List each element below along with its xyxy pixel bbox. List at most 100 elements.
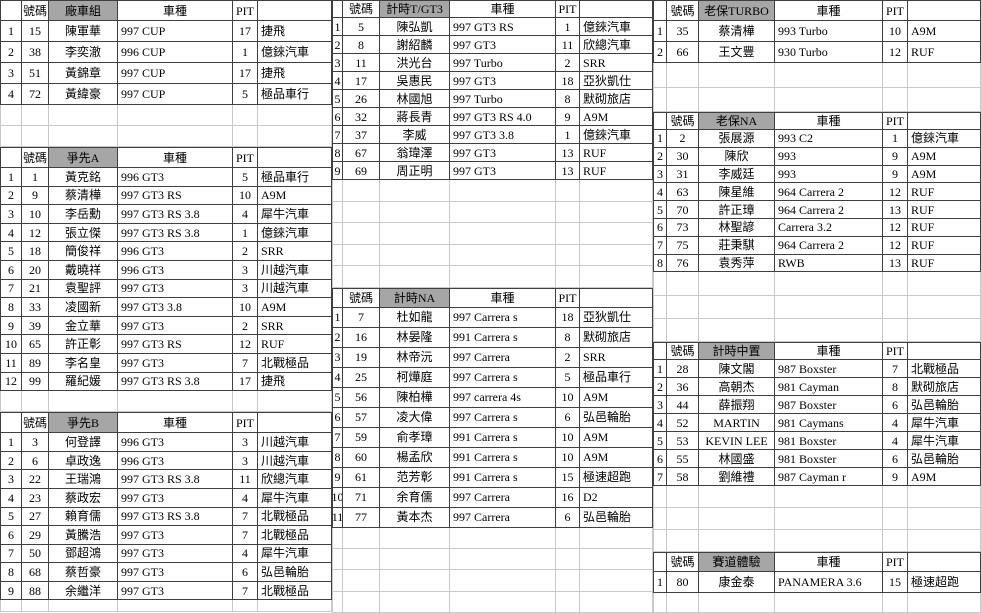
- row-index-cell[interactable]: 1: [0, 21, 22, 42]
- pit-cell[interactable]: 7: [233, 353, 258, 373]
- driver-name-cell[interactable]: 余育儒: [380, 487, 450, 508]
- empty-cell[interactable]: [233, 391, 258, 413]
- empty-cell[interactable]: [775, 593, 883, 613]
- row-index-cell[interactable]: 7: [653, 468, 667, 487]
- row-index-cell[interactable]: 6: [653, 218, 667, 237]
- team-cell[interactable]: 捷飛: [258, 21, 332, 42]
- empty-cell[interactable]: [908, 593, 981, 613]
- row-index-cell[interactable]: 4: [0, 488, 22, 508]
- car-model-header[interactable]: 車種: [450, 0, 556, 18]
- pit-cell[interactable]: 3: [233, 451, 258, 471]
- row-index-cell[interactable]: 1: [653, 360, 667, 379]
- row-index-cell[interactable]: 6: [332, 407, 343, 428]
- empty-cell[interactable]: [0, 391, 22, 413]
- car-number-cell[interactable]: 6: [22, 451, 49, 471]
- empty-cell[interactable]: [332, 223, 343, 245]
- row-index-cell[interactable]: 1: [653, 130, 667, 148]
- car-model-cell[interactable]: 997 CUP: [118, 84, 233, 105]
- empty-cell[interactable]: [0, 600, 22, 613]
- pit-cell[interactable]: 4: [883, 432, 908, 451]
- empty-cell[interactable]: [908, 272, 981, 296]
- team-cell[interactable]: D2: [580, 487, 653, 508]
- car-number-cell[interactable]: 55: [667, 450, 699, 469]
- car-number-cell[interactable]: 70: [667, 201, 699, 219]
- car-number-cell[interactable]: 99: [22, 372, 49, 392]
- team-cell[interactable]: A9M: [580, 108, 653, 126]
- group-header[interactable]: 賽道體驗: [699, 552, 775, 573]
- empty-cell[interactable]: [908, 87, 981, 112]
- car-number-cell[interactable]: 17: [343, 72, 380, 90]
- row-index-cell[interactable]: 8: [332, 144, 343, 162]
- car-model-cell[interactable]: 981 Boxster: [775, 450, 883, 469]
- team-cell[interactable]: 捷飛: [258, 372, 332, 392]
- pit-cell[interactable]: 4: [233, 488, 258, 508]
- pit-cell[interactable]: 10: [556, 447, 580, 468]
- team-cell[interactable]: A9M: [908, 468, 981, 487]
- driver-name-cell[interactable]: 陳弘凱: [380, 18, 450, 36]
- group-header[interactable]: 計時中置: [699, 342, 775, 361]
- pit-cell[interactable]: 16: [556, 487, 580, 508]
- empty-cell[interactable]: [653, 295, 667, 319]
- driver-name-cell[interactable]: 高朝杰: [699, 378, 775, 397]
- empty-cell[interactable]: [883, 63, 908, 88]
- team-header-blank[interactable]: [908, 112, 981, 130]
- driver-name-cell[interactable]: 謝紹麟: [380, 36, 450, 54]
- pit-cell[interactable]: 7: [883, 360, 908, 379]
- car-number-cell[interactable]: 7: [343, 307, 380, 328]
- driver-name-cell[interactable]: 羅紀媛: [49, 372, 118, 392]
- number-header[interactable]: 號碼: [667, 342, 699, 361]
- empty-cell[interactable]: [556, 549, 580, 571]
- empty-cell[interactable]: [883, 486, 908, 509]
- team-cell[interactable]: 極品車行: [258, 168, 332, 187]
- car-number-cell[interactable]: 8: [343, 36, 380, 54]
- driver-name-cell[interactable]: 許正彰: [49, 335, 118, 354]
- empty-cell[interactable]: [580, 591, 653, 613]
- row-index-cell[interactable]: 2: [653, 378, 667, 397]
- row-index-cell[interactable]: 3: [332, 54, 343, 72]
- empty-cell[interactable]: [908, 530, 981, 553]
- car-number-cell[interactable]: 25: [343, 367, 380, 388]
- empty-cell[interactable]: [883, 593, 908, 613]
- empty-cell[interactable]: [580, 223, 653, 245]
- team-cell[interactable]: A9M: [580, 387, 653, 408]
- group-header[interactable]: 爭先B: [49, 412, 118, 434]
- pit-header[interactable]: PIT: [883, 552, 908, 573]
- driver-name-cell[interactable]: 袁聖評: [49, 279, 118, 299]
- team-cell[interactable]: 弘邑輪胎: [580, 407, 653, 428]
- pit-cell[interactable]: 3: [233, 279, 258, 299]
- row-index-cell[interactable]: 10: [332, 487, 343, 508]
- empty-cell[interactable]: [332, 180, 343, 202]
- team-cell[interactable]: 默砌旅店: [580, 90, 653, 108]
- driver-name-cell[interactable]: 李威廷: [699, 165, 775, 184]
- pit-cell[interactable]: 4: [883, 414, 908, 433]
- team-cell[interactable]: 北戰極品: [258, 526, 332, 545]
- empty-cell[interactable]: [380, 527, 450, 550]
- team-cell[interactable]: 億錸汽車: [580, 126, 653, 144]
- pit-cell[interactable]: 12: [883, 183, 908, 202]
- team-cell[interactable]: 默砌旅店: [580, 327, 653, 348]
- car-model-cell[interactable]: 993: [775, 165, 883, 184]
- empty-cell[interactable]: [343, 223, 380, 245]
- empty-cell[interactable]: [118, 600, 233, 613]
- driver-name-cell[interactable]: 余繼洋: [49, 581, 118, 601]
- driver-name-cell[interactable]: KEVIN LEE: [699, 432, 775, 451]
- car-model-cell[interactable]: 991 Carrera s: [450, 467, 556, 488]
- car-model-cell[interactable]: 997 GT3 RS 3.8: [118, 205, 233, 224]
- team-cell[interactable]: SRR: [580, 54, 653, 72]
- empty-cell[interactable]: [580, 244, 653, 267]
- corner-cell[interactable]: [653, 0, 667, 21]
- car-model-cell[interactable]: 964 Carrera 2: [775, 201, 883, 219]
- row-index-cell[interactable]: 7: [653, 236, 667, 255]
- pit-cell[interactable]: 7: [233, 526, 258, 545]
- empty-cell[interactable]: [580, 527, 653, 550]
- team-cell[interactable]: RUF: [580, 144, 653, 162]
- corner-cell[interactable]: [332, 287, 343, 308]
- team-cell[interactable]: RUF: [908, 201, 981, 219]
- car-model-cell[interactable]: 997 carrera 4s: [450, 387, 556, 408]
- car-model-header[interactable]: 車種: [775, 552, 883, 573]
- pit-cell[interactable]: 12: [883, 42, 908, 63]
- pit-cell[interactable]: 8: [556, 327, 580, 348]
- car-model-cell[interactable]: 997 CUP: [118, 63, 233, 84]
- corner-cell[interactable]: [653, 112, 667, 130]
- empty-cell[interactable]: [258, 126, 332, 147]
